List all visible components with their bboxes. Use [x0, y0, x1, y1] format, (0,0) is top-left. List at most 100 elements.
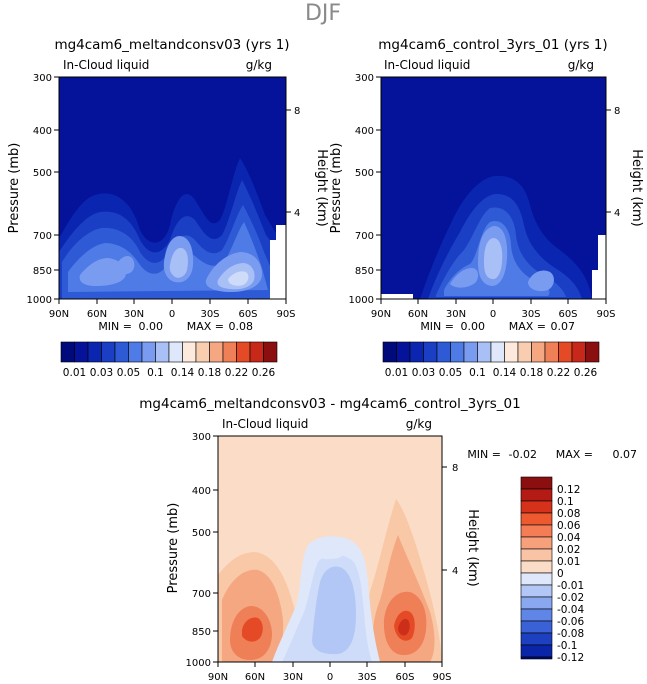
panel-a-variable-label: In-Cloud liquid	[63, 58, 149, 72]
colorbar-label: 0	[557, 568, 564, 580]
height-tick-label: 8	[294, 106, 300, 117]
x-tick-label: 30N	[283, 672, 303, 683]
colorbar-label: -0.06	[557, 616, 584, 628]
x-tick-label: 90N	[49, 309, 69, 320]
panel-b-max-label: MAX =	[509, 320, 546, 333]
panel-b-height-ticks: 8 4	[606, 106, 620, 219]
y-tick-label: 1000	[27, 295, 52, 306]
x-tick-label: 90S	[276, 309, 295, 320]
panel-c-min-label: MIN =	[467, 448, 501, 461]
figure-title: DJF	[305, 1, 341, 26]
x-tick-label: 30N	[124, 309, 144, 320]
y-tick-label: 1000	[186, 658, 211, 669]
colorbar-label: 0.01	[63, 367, 86, 379]
panel-control: mg4cam6_control_3yrs_01 (yrs 1) In-Cloud…	[329, 37, 644, 379]
colorbar-label: 0.01	[557, 556, 580, 568]
x-tick-label: 0	[169, 309, 175, 320]
panel-a-min-value: 0.00	[139, 320, 164, 333]
colorbar-label: -0.02	[557, 592, 584, 604]
panel-a-x-ticks: 90N 60N 30N 0 30S 60S 90S	[49, 299, 296, 320]
x-tick-label: 30S	[200, 309, 219, 320]
colorbar-label: 0.02	[557, 544, 580, 556]
x-tick-label: 60N	[408, 309, 428, 320]
height-tick-label: 4	[614, 208, 620, 219]
colorbar-label: 0.04	[557, 532, 581, 544]
y-tick-label: 400	[192, 486, 211, 497]
colorbar-label: 0.03	[90, 367, 113, 379]
x-tick-label: 0	[327, 672, 333, 683]
panel-meltandconsv03: mg4cam6_meltandconsv03 (yrs 1) In-Cloud …	[7, 37, 329, 379]
colorbar-label: 0.26	[252, 367, 276, 379]
colorbar-label: -0.12	[557, 652, 584, 664]
panel-b-units-label: g/kg	[568, 58, 594, 72]
y-tick-label: 400	[33, 126, 52, 137]
panel-a-contour-field	[59, 77, 286, 299]
panel-b-colorbar: 0.01 0.03 0.05 0.1 0.14 0.18 0.22 0.26	[382, 341, 600, 379]
panel-a-y-axis-label: Pressure (mb)	[7, 143, 22, 234]
panel-c-x-ticks: 90N 60N 30N 0 30S 60S 90S	[208, 662, 452, 683]
x-tick-label: 90S	[596, 309, 615, 320]
colorbar-label: 0.22	[225, 367, 248, 379]
panel-b-min-value: 0.00	[461, 320, 486, 333]
x-tick-label: 90S	[432, 672, 451, 683]
panel-a-max-label: MAX =	[187, 320, 224, 333]
x-tick-label: 0	[490, 309, 496, 320]
panel-a-max-value: 0.08	[229, 320, 254, 333]
panel-b-y-ticks: 300 400 500 700 850 1000	[349, 73, 381, 306]
colorbar-label: 0.12	[557, 484, 580, 496]
panel-b-y2-axis-label: Height (km)	[629, 149, 644, 226]
colorbar-label: 0.1	[557, 496, 574, 508]
x-tick-label: 90N	[208, 672, 228, 683]
y-tick-label: 300	[355, 73, 374, 84]
panel-c-y-axis-label: Pressure (mb)	[166, 503, 181, 594]
colorbar-label: 0.08	[557, 508, 580, 520]
y-tick-label: 300	[192, 432, 211, 443]
panel-c-max-value: 0.07	[613, 448, 638, 461]
y-tick-label: 850	[355, 266, 374, 277]
height-tick-label: 4	[452, 566, 458, 577]
y-tick-label: 850	[192, 627, 211, 638]
panel-a-y2-axis-label: Height (km)	[314, 149, 329, 226]
y-tick-label: 700	[355, 231, 374, 242]
y-tick-label: 500	[355, 168, 374, 179]
panel-b-variable-label: In-Cloud liquid	[384, 58, 470, 72]
panel-c-min-value: -0.02	[509, 448, 537, 461]
x-tick-label: 90N	[371, 309, 391, 320]
panel-c-variable-label: In-Cloud liquid	[222, 417, 308, 431]
height-tick-label: 4	[294, 208, 300, 219]
colorbar-label: 0.26	[574, 367, 598, 379]
panel-a-y-ticks: 300 400 500 700 850 1000	[27, 73, 59, 306]
y-tick-label: 700	[192, 589, 211, 600]
panel-c-y2-axis-label: Height (km)	[465, 509, 480, 586]
panel-a-height-ticks: 8 4	[286, 106, 300, 219]
panel-c-units-label: g/kg	[406, 417, 432, 431]
colorbar-label: 0.05	[117, 367, 140, 379]
panel-a-colorbar: 0.01 0.03 0.05 0.1 0.14 0.18 0.22 0.26	[60, 341, 278, 379]
colorbar-label: 0.14	[493, 367, 517, 379]
colorbar-label: 0.14	[171, 367, 195, 379]
x-tick-label: 30N	[446, 309, 466, 320]
panel-c-height-ticks: 8 4	[442, 463, 458, 577]
panel-b-y-axis-label: Pressure (mb)	[329, 143, 344, 234]
panel-a-units-label: g/kg	[246, 58, 272, 72]
y-tick-label: 850	[33, 266, 52, 277]
colorbar-label: 0.01	[385, 367, 408, 379]
colorbar-label: -0.01	[557, 580, 584, 592]
y-tick-label: 1000	[349, 295, 374, 306]
y-tick-label: 500	[192, 528, 211, 539]
height-tick-label: 8	[452, 463, 458, 474]
colorbar-label: 0.06	[557, 520, 581, 532]
panel-b-min-label: MIN =	[420, 320, 454, 333]
panel-b-max-value: 0.07	[551, 320, 576, 333]
colorbar-label: 0.05	[439, 367, 462, 379]
x-tick-label: 60N	[245, 672, 265, 683]
panel-b-x-ticks: 90N 60N 30N 0 30S 60S 90S	[371, 299, 616, 320]
panel-c-title: mg4cam6_meltandconsv03 - mg4cam6_control…	[139, 396, 520, 412]
y-tick-label: 700	[33, 231, 52, 242]
x-tick-label: 60S	[238, 309, 257, 320]
panel-a-title: mg4cam6_meltandconsv03 (yrs 1)	[54, 37, 289, 53]
colorbar-label: 0.1	[469, 367, 486, 379]
panel-difference: mg4cam6_meltandconsv03 - mg4cam6_control…	[139, 396, 637, 683]
colorbar-label: 0.22	[547, 367, 570, 379]
